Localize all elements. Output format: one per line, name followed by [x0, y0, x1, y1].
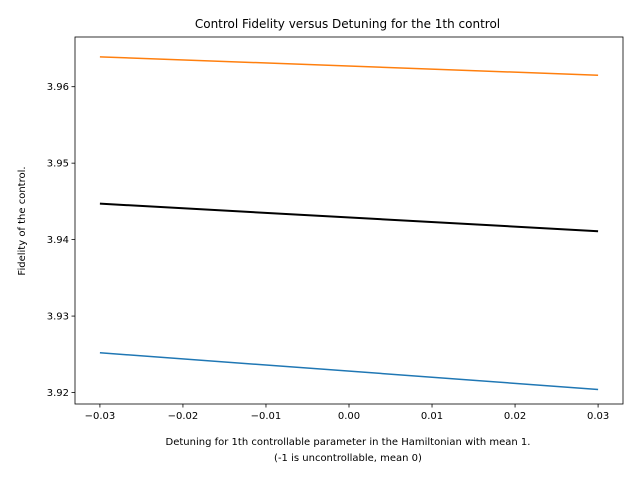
y-tick-label: 3.92	[47, 388, 69, 399]
x-axis: −0.03 −0.02 −0.01 0.00 0.01 0.02 0.03	[85, 404, 609, 422]
series-line-3	[99, 202, 599, 233]
x-tick-label: 0.01	[421, 411, 443, 422]
series-layer	[99, 56, 599, 391]
x-tick-label: −0.02	[168, 411, 199, 422]
y-axis-label: Fidelity of the control.	[17, 166, 28, 275]
y-axis: 3.92 3.93 3.94 3.95 3.96	[47, 82, 75, 399]
series-line-2	[99, 56, 599, 76]
x-tick-label: 0.00	[338, 411, 360, 422]
y-tick-label: 3.94	[47, 235, 69, 246]
x-tick-label: −0.03	[85, 411, 116, 422]
x-axis-label-line-1: Detuning for 1th controllable parameter …	[166, 437, 531, 448]
x-tick-label: 0.03	[587, 411, 609, 422]
y-tick-label: 3.95	[47, 159, 69, 170]
y-tick-label: 3.93	[47, 312, 69, 323]
x-tick-label: 0.02	[504, 411, 526, 422]
x-axis-label-line-2: (-1 is uncontrollable, mean 0)	[274, 453, 422, 464]
y-tick-label: 3.96	[47, 82, 69, 93]
series-line-1	[99, 352, 599, 391]
chart-title: Control Fidelity versus Detuning for the…	[195, 17, 500, 31]
x-tick-label: −0.01	[251, 411, 282, 422]
